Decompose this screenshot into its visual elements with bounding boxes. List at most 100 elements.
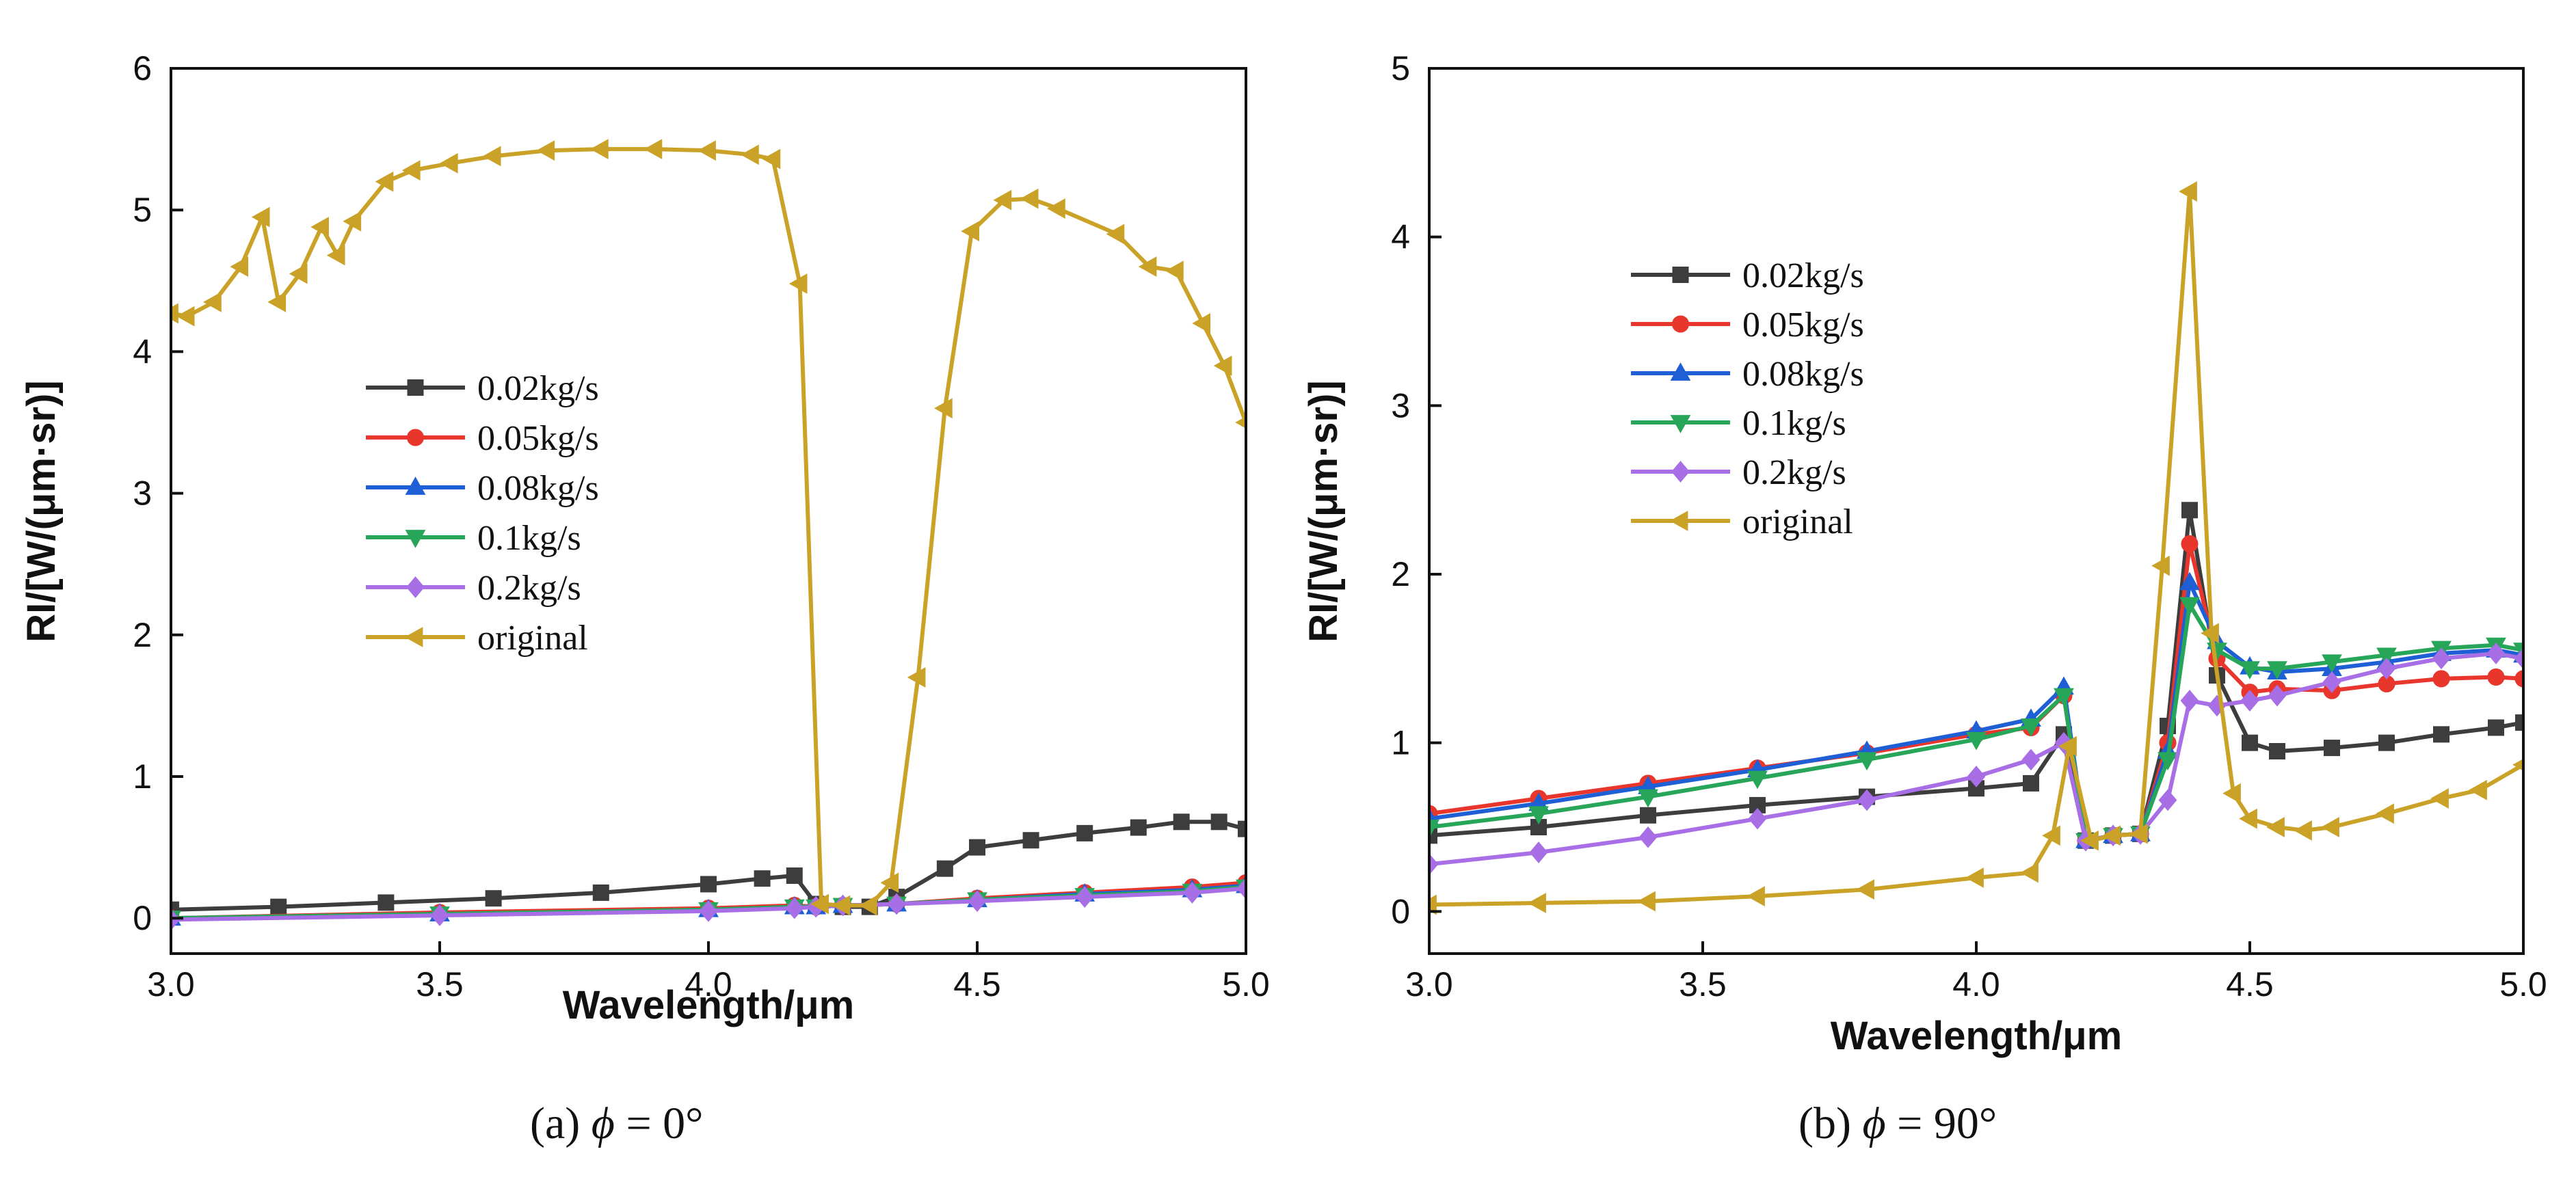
data-point bbox=[907, 667, 926, 688]
data-point bbox=[326, 245, 345, 266]
data-point bbox=[1856, 879, 1874, 900]
data-point bbox=[485, 890, 502, 907]
legend-marker bbox=[1671, 461, 1690, 483]
y-tick-label: 0 bbox=[133, 899, 152, 937]
data-point bbox=[1429, 894, 1437, 915]
data-point bbox=[592, 884, 609, 901]
series-group bbox=[1429, 181, 2523, 915]
data-point bbox=[2242, 734, 2258, 751]
panel-a: 3.0 3.5 4.0 4.5 5.0 0 1 2 3 4 5 6 Wavelength/μm RI/[W… bbox=[19, 49, 1270, 1148]
data-point bbox=[536, 140, 555, 161]
series-group bbox=[171, 139, 1246, 931]
data-point bbox=[788, 273, 808, 294]
data-point bbox=[2294, 820, 2312, 841]
data-point bbox=[1638, 789, 1658, 808]
data-point bbox=[2179, 181, 2197, 202]
data-point bbox=[700, 876, 717, 893]
data-point bbox=[880, 872, 899, 893]
data-point bbox=[2058, 736, 2077, 757]
y-tick-label: 3 bbox=[1391, 386, 1410, 424]
x-axis-title: Wavelength/μm bbox=[563, 983, 855, 1027]
data-point bbox=[1638, 826, 1658, 848]
x-axis-title: Wavelength/μm bbox=[1831, 1014, 2123, 1058]
data-point bbox=[1173, 813, 1190, 831]
data-point bbox=[2129, 823, 2148, 844]
data-point bbox=[2376, 803, 2394, 824]
legend-item: 0.2kg/s bbox=[1631, 453, 1846, 492]
data-point bbox=[2080, 830, 2099, 851]
data-point bbox=[1966, 731, 1987, 751]
data-point bbox=[2158, 789, 2177, 811]
caption-symbol: ϕ bbox=[1862, 1099, 1885, 1148]
legend-marker bbox=[1670, 415, 1691, 433]
legend-item: 0.02kg/s bbox=[366, 369, 599, 408]
data-point bbox=[1182, 882, 1201, 904]
data-point bbox=[176, 306, 195, 327]
data-point bbox=[2151, 555, 2170, 576]
data-point bbox=[2179, 597, 2200, 616]
series-0-2kg-s bbox=[1429, 643, 2523, 876]
data-point bbox=[2267, 661, 2287, 679]
data-point bbox=[1075, 886, 1094, 908]
data-point bbox=[1528, 893, 1546, 913]
legend-item: original bbox=[1631, 502, 1853, 541]
data-point bbox=[2020, 862, 2039, 883]
series-original bbox=[1429, 181, 2523, 915]
data-point bbox=[2377, 658, 2396, 679]
data-point bbox=[1429, 827, 1437, 844]
data-point bbox=[2201, 623, 2219, 644]
y-tick-label: 3 bbox=[133, 474, 152, 513]
data-point bbox=[1236, 877, 1246, 900]
caption-prefix: (b) bbox=[1798, 1099, 1862, 1148]
legend-item: 0.1kg/s bbox=[366, 519, 581, 558]
data-point bbox=[1640, 807, 1656, 824]
x-tick-label: 3.5 bbox=[416, 965, 464, 1003]
data-point bbox=[2513, 643, 2523, 661]
data-point bbox=[1022, 832, 1039, 849]
legend-item: original bbox=[366, 619, 588, 658]
data-point bbox=[2268, 684, 2287, 707]
x-tick-label: 4.5 bbox=[2226, 965, 2274, 1003]
data-point bbox=[698, 140, 716, 161]
data-point bbox=[934, 398, 953, 419]
data-point bbox=[969, 839, 985, 856]
data-point bbox=[2240, 690, 2259, 712]
data-point bbox=[961, 221, 980, 242]
y-tick-label: 2 bbox=[1391, 555, 1410, 593]
y-tick-label: 4 bbox=[133, 332, 152, 370]
data-point bbox=[1857, 752, 1877, 771]
data-point bbox=[2432, 670, 2450, 688]
legend-marker bbox=[404, 627, 423, 647]
legend-item: 0.1kg/s bbox=[1631, 404, 1846, 443]
legend-label: original bbox=[1742, 502, 1853, 541]
data-point bbox=[343, 211, 362, 232]
data-point bbox=[289, 263, 308, 284]
y-tick-label: 5 bbox=[133, 191, 152, 229]
data-point bbox=[1429, 853, 1439, 876]
y-tick-label: 5 bbox=[1391, 49, 1410, 87]
data-point bbox=[1529, 841, 1548, 863]
data-point bbox=[968, 890, 987, 913]
series-0-05kg-s bbox=[1429, 535, 2523, 850]
legend-marker bbox=[406, 576, 425, 598]
series-line bbox=[1429, 580, 2523, 843]
legend-item: 0.2kg/s bbox=[366, 569, 581, 608]
legend-label: 0.1kg/s bbox=[477, 519, 581, 558]
x-tick-label: 4.0 bbox=[1952, 965, 2000, 1003]
plot-frame bbox=[170, 67, 1247, 955]
legend-marker bbox=[405, 476, 426, 495]
legend: 0.02kg/s 0.05kg/s 0.08kg/s 0.1kg/s 0.2kg/s or… bbox=[1631, 256, 1864, 541]
data-point bbox=[310, 217, 329, 237]
series-line bbox=[1429, 651, 2523, 867]
data-point bbox=[832, 895, 851, 916]
legend-label: 0.05kg/s bbox=[1742, 306, 1864, 345]
data-point bbox=[171, 303, 178, 324]
data-point bbox=[1213, 355, 1232, 377]
data-point bbox=[1429, 820, 1439, 838]
y-tick-label: 4 bbox=[1391, 218, 1410, 256]
data-point bbox=[377, 894, 395, 911]
legend-marker bbox=[1670, 362, 1691, 381]
x-tick-label: 5.0 bbox=[1222, 965, 1270, 1003]
legend-marker bbox=[1671, 315, 1690, 333]
y-axis-title: RI/[W/(μm·sr)] bbox=[19, 380, 64, 642]
